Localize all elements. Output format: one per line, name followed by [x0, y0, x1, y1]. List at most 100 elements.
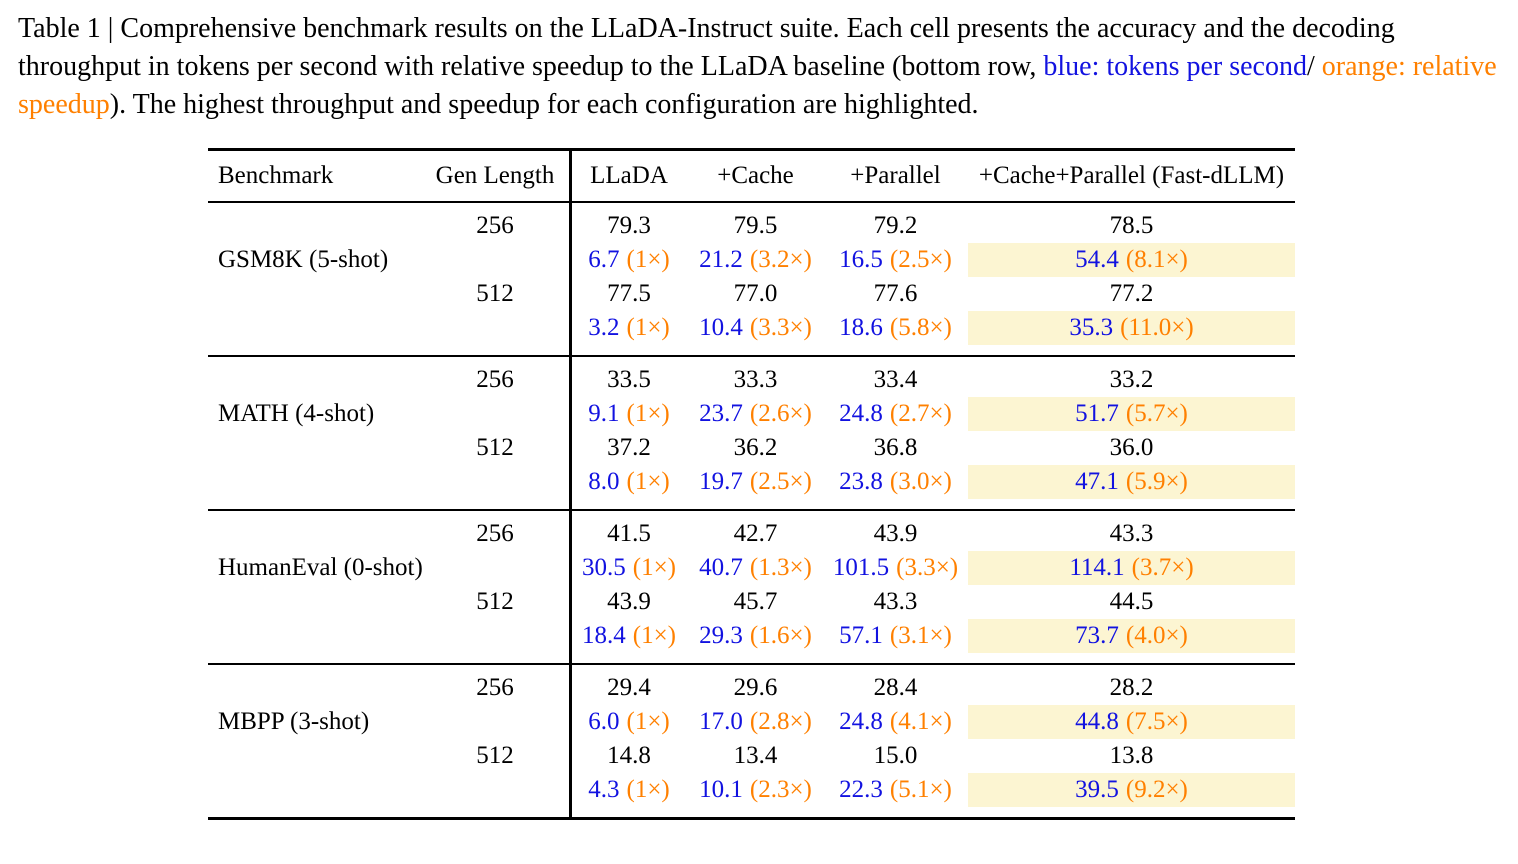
- tps-cell: 57.1 (3.1×): [823, 619, 968, 653]
- tps-cell: 24.8 (2.7×): [823, 397, 968, 431]
- tps-cell: 10.1 (2.3×): [688, 773, 823, 807]
- benchmark-name: MATH (4-shot): [218, 400, 375, 427]
- section-gsm8k: GSM8K (5-shot) 256 79.3 79.5 79.2 78.5 6…: [208, 203, 1295, 355]
- acc-cell: 79.5: [733, 212, 778, 239]
- tps-cell: 29.3 (1.6×): [688, 619, 823, 653]
- tps-cell: 23.7 (2.6×): [688, 397, 823, 431]
- acc-cell: 45.7: [733, 588, 778, 615]
- section-divider-rule: [208, 663, 1295, 665]
- benchmark-name: HumanEval (0-shot): [218, 554, 423, 581]
- speedup-value: (1.3×): [749, 554, 812, 581]
- acc-cell: 44.5: [1109, 588, 1154, 615]
- tps-value: 73.7: [1075, 622, 1119, 649]
- acc-cell: 33.3: [733, 366, 778, 393]
- acc-cell: 43.3: [873, 588, 918, 615]
- tps-cell: 18.4 (1×): [570, 619, 688, 653]
- tps-cell-highlighted: 44.8 (7.5×): [968, 705, 1295, 739]
- tps-value: 114.1: [1069, 554, 1125, 581]
- acc-cell: 36.8: [873, 434, 918, 461]
- tps-value: 17.0: [699, 708, 743, 735]
- speedup-value: (1×): [626, 246, 670, 273]
- tps-cell: 23.8 (3.0×): [823, 465, 968, 499]
- tps-cell: 6.0 (1×): [570, 705, 688, 739]
- speedup-value: (2.6×): [749, 400, 812, 427]
- tps-cell-highlighted: 35.3 (11.0×): [968, 311, 1295, 345]
- tps-value: 54.4: [1075, 246, 1119, 273]
- tps-value: 47.1: [1075, 468, 1119, 495]
- tps-value: 40.7: [699, 554, 743, 581]
- header-fast-dllm: +Cache+Parallel (Fast-dLLM): [978, 162, 1285, 189]
- speedup-value: (5.9×): [1125, 468, 1188, 495]
- acc-cell: 36.2: [733, 434, 778, 461]
- tps-value: 44.8: [1075, 708, 1119, 735]
- tps-value: 9.1: [588, 400, 620, 427]
- acc-cell: 43.9: [873, 520, 918, 547]
- gen-length-cell: 256: [476, 366, 514, 393]
- benchmark-name: MBPP (3-shot): [218, 708, 370, 735]
- tps-value: 10.4: [699, 314, 743, 341]
- acc-cell: 79.2: [873, 212, 918, 239]
- acc-cell: 77.2: [1109, 280, 1154, 307]
- speedup-value: (5.1×): [889, 776, 952, 803]
- header-cache: +Cache: [717, 162, 794, 189]
- acc-cell: 13.8: [1109, 742, 1154, 769]
- tps-cell: 9.1 (1×): [570, 397, 688, 431]
- tps-cell: 21.2 (3.2×): [688, 243, 823, 277]
- speedup-value: (2.7×): [889, 400, 952, 427]
- section-divider-rule: [208, 355, 1295, 357]
- speedup-value: (1.6×): [749, 622, 812, 649]
- acc-cell: 14.8: [607, 742, 651, 769]
- tps-cell: 8.0 (1×): [570, 465, 688, 499]
- speedup-value: (3.0×): [889, 468, 952, 495]
- benchmark-name: GSM8K (5-shot): [218, 246, 389, 273]
- tps-value: 24.8: [839, 400, 883, 427]
- tps-value: 21.2: [699, 246, 743, 273]
- speedup-value: (3.7×): [1131, 554, 1194, 581]
- benchmark-table: Benchmark Gen Length LLaDA +Cache +Paral…: [208, 148, 1295, 820]
- tps-value: 29.3: [699, 622, 743, 649]
- speedup-value: (7.5×): [1125, 708, 1188, 735]
- speedup-value: (5.7×): [1125, 400, 1188, 427]
- tps-value: 30.5: [582, 554, 626, 581]
- tps-cell: 40.7 (1.3×): [688, 551, 823, 585]
- caption-blue-label: blue: tokens per second: [1043, 51, 1307, 82]
- acc-cell: 33.5: [607, 366, 651, 393]
- acc-cell: 37.2: [607, 434, 651, 461]
- table-top-rule: [208, 148, 1295, 151]
- tps-value: 18.4: [582, 622, 626, 649]
- tps-value: 19.7: [699, 468, 743, 495]
- table-bottom-rule: [208, 817, 1295, 820]
- column-divider-line: [569, 151, 572, 817]
- tps-cell-highlighted: 51.7 (5.7×): [968, 397, 1295, 431]
- section-math: MATH (4-shot) 256 33.5 33.3 33.4 33.2 9.…: [208, 357, 1295, 509]
- tps-cell-highlighted: 47.1 (5.9×): [968, 465, 1295, 499]
- speedup-value: (1×): [626, 400, 670, 427]
- tps-cell-highlighted: 39.5 (9.2×): [968, 773, 1295, 807]
- speedup-value: (3.3×): [749, 314, 812, 341]
- gen-length-cell: 512: [476, 280, 514, 307]
- tps-cell: 101.5 (3.3×): [823, 551, 968, 585]
- tps-value: 18.6: [839, 314, 883, 341]
- acc-cell: 79.3: [607, 212, 651, 239]
- speedup-value: (1×): [626, 708, 670, 735]
- caption-orange-label: orange: relative speedup: [18, 51, 1497, 120]
- caption-text-before: Table 1 | Comprehensive benchmark result…: [18, 13, 1395, 82]
- acc-cell: 77.5: [607, 280, 651, 307]
- tps-cell-highlighted: 54.4 (8.1×): [968, 243, 1295, 277]
- gen-length-cell: 512: [476, 434, 514, 461]
- header-parallel: +Parallel: [850, 162, 941, 189]
- header-gen-length: Gen Length: [435, 162, 555, 189]
- section-humaneval: HumanEval (0-shot) 256 41.5 42.7 43.9 43…: [208, 511, 1295, 663]
- tps-cell: 17.0 (2.8×): [688, 705, 823, 739]
- tps-cell: 16.5 (2.5×): [823, 243, 968, 277]
- gen-length-cell: 256: [476, 212, 514, 239]
- tps-cell: 10.4 (3.3×): [688, 311, 823, 345]
- tps-value: 57.1: [839, 622, 883, 649]
- speedup-value: (1×): [632, 554, 676, 581]
- acc-cell: 78.5: [1109, 212, 1154, 239]
- acc-cell: 15.0: [873, 742, 918, 769]
- speedup-value: (2.5×): [749, 468, 812, 495]
- tps-value: 8.0: [588, 468, 620, 495]
- table-header-row: Benchmark Gen Length LLaDA +Cache +Paral…: [208, 151, 1295, 201]
- speedup-value: (4.1×): [889, 708, 952, 735]
